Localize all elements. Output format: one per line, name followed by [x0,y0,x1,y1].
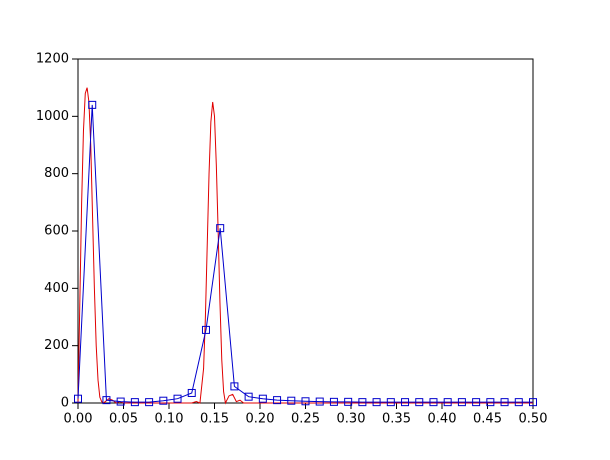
marker [287,396,296,405]
marker [258,394,267,403]
marker [457,398,466,407]
marker [415,398,424,407]
y-tick-label: 600 [44,224,69,239]
marker [514,398,523,407]
marker [329,397,338,406]
marker [443,398,452,407]
marker [102,396,111,405]
marker [301,397,310,406]
marker [529,398,537,407]
marker [429,398,438,407]
x-tick-label: 0.00 [64,412,93,427]
x-tick-label: 0.50 [519,412,548,427]
marker [173,394,182,403]
x-tick-label: 0.45 [473,412,502,427]
y-tick-label: 800 [44,166,69,181]
marker [74,394,82,403]
marker [159,396,168,405]
marker [201,325,210,334]
y-tick-label: 400 [44,281,69,296]
x-tick-label: 0.15 [200,412,229,427]
marker [386,398,395,407]
marker [500,398,509,407]
series-line [77,104,533,403]
marker [145,398,154,407]
marker [116,397,125,406]
plot-frame [77,58,534,404]
y-tick-label: 200 [44,338,69,353]
marker [401,398,410,407]
marker [187,388,196,397]
marker [472,398,481,407]
marker [230,382,239,391]
x-tick-label: 0.10 [155,412,184,427]
marker [216,224,225,233]
marker [88,100,97,109]
series-line [77,87,533,405]
x-tick-label: 0.30 [337,412,366,427]
x-tick-label: 0.05 [109,412,138,427]
y-tick-label: 1200 [36,52,69,67]
y-tick-label: 0 [61,396,69,411]
x-tick-label: 0.25 [291,412,320,427]
marker [486,398,495,407]
marker [315,397,324,406]
x-tick-label: 0.35 [382,412,411,427]
marker [372,398,381,407]
marker [344,397,353,406]
y-tick-label: 1000 [36,109,69,124]
x-tick-label: 0.40 [428,412,457,427]
marker [244,392,253,401]
x-tick-label: 0.20 [246,412,275,427]
marker [358,398,367,407]
marker [273,396,282,405]
marker [130,398,139,407]
